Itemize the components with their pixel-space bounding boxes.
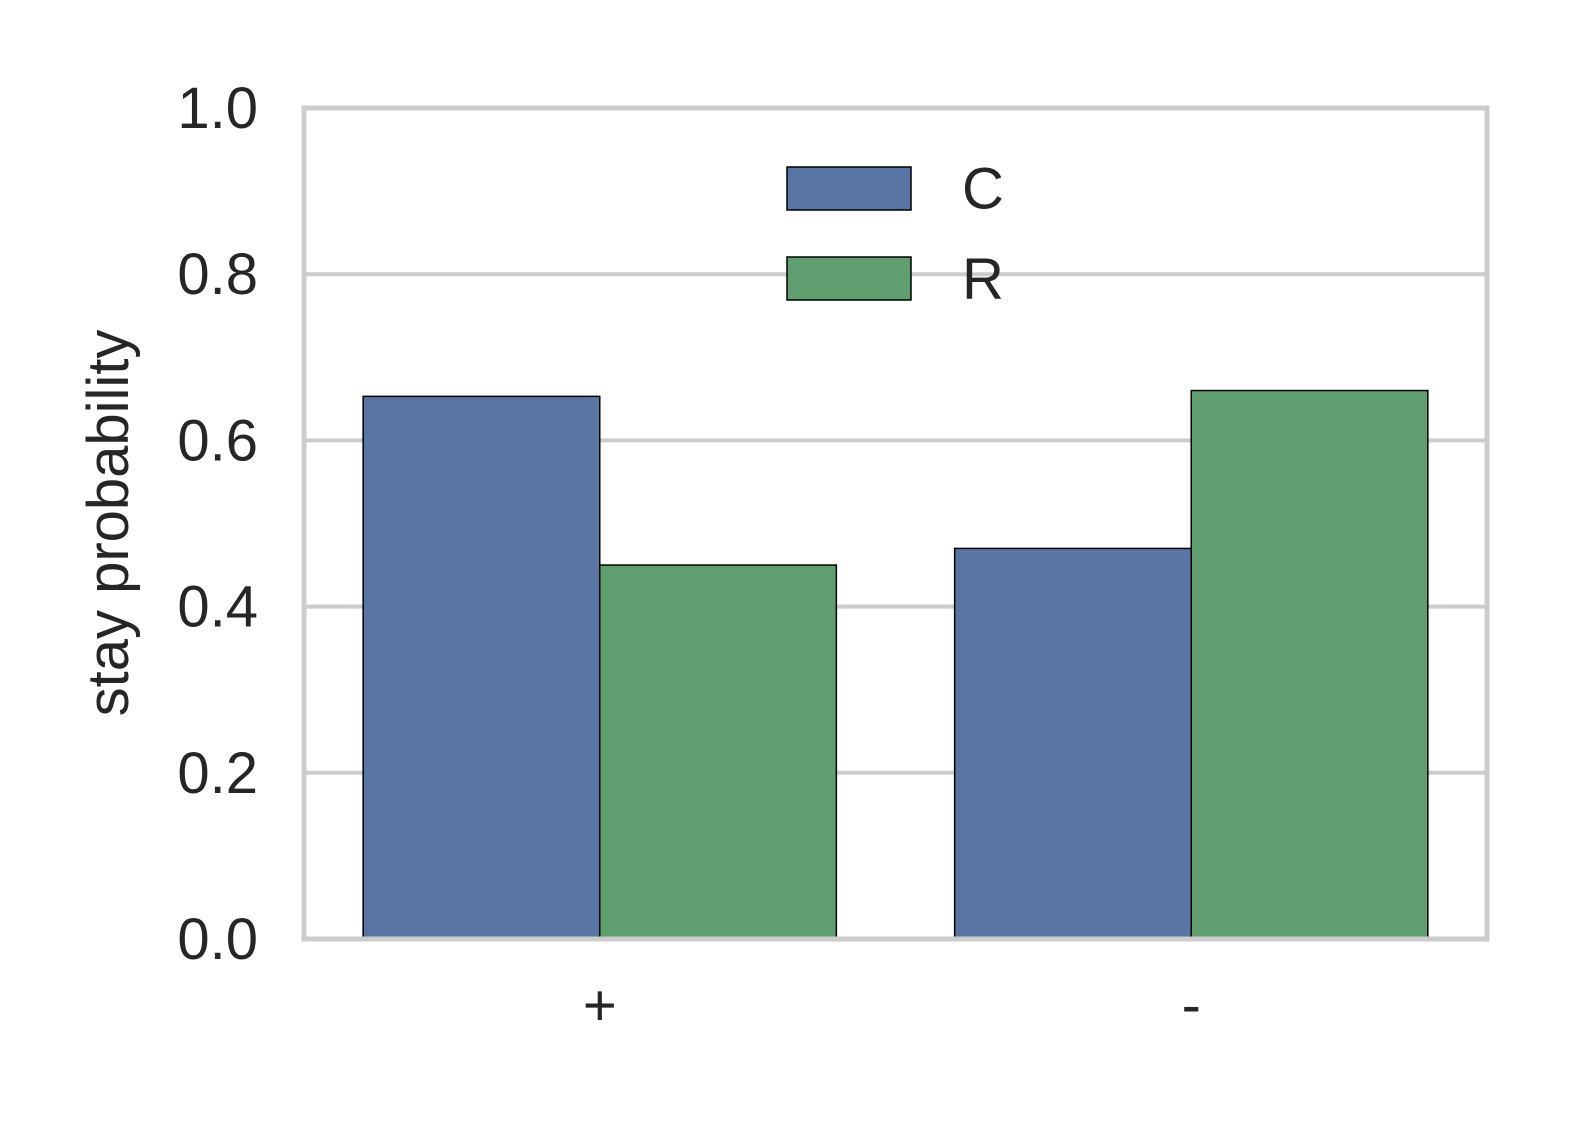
bar-C-1 <box>953 547 1193 940</box>
legend-swatch-C <box>786 166 912 211</box>
y-tick-label: 0.6 <box>177 408 258 473</box>
y-tick-label: 0.2 <box>177 741 258 806</box>
legend-label: R <box>962 247 1004 312</box>
bar-C-0 <box>362 395 601 940</box>
y-tick-labels: 0.0 0.2 0.4 0.6 0.8 1.0 <box>177 76 258 972</box>
bar-R-1 <box>1190 389 1429 940</box>
legend-swatch-R <box>786 256 912 301</box>
legend: CR <box>786 157 1004 312</box>
bars <box>362 389 1429 940</box>
y-axis-label: stay probability <box>76 330 141 717</box>
y-tick-label: 0.4 <box>177 575 258 640</box>
x-tick-label: + <box>583 973 617 1038</box>
y-tick-label: 0.8 <box>177 242 258 307</box>
x-tick-labels: + - <box>583 973 1201 1038</box>
legend-label: C <box>962 157 1004 222</box>
bar-R-0 <box>599 564 838 940</box>
x-tick-label: - <box>1182 973 1201 1038</box>
y-tick-label: 1.0 <box>177 76 258 141</box>
y-tick-label: 0.0 <box>177 907 258 972</box>
plot-frame <box>301 105 1490 942</box>
